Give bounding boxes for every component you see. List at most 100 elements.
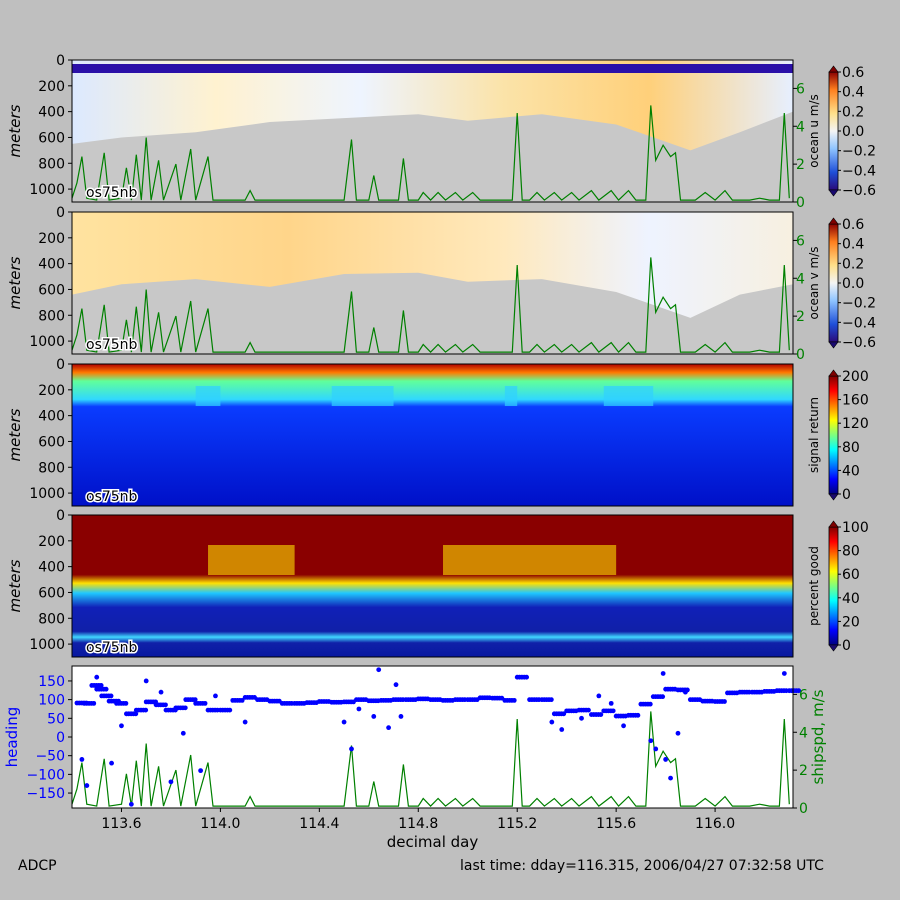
y-tick-label: 600 [38, 585, 65, 601]
y2-tick-label: 6 [796, 233, 805, 249]
colorbar-tick-label: −0.4 [842, 163, 876, 179]
y2-tick-label: 0 [796, 195, 805, 211]
y2-tick-label: 2 [796, 309, 805, 325]
shipspeed-line [71, 711, 790, 807]
panel-percent-good: 02004006008001000metersos75nb10080604020… [6, 508, 869, 658]
y-tick-label: 400 [38, 105, 65, 121]
x-axis-label: decimal day [387, 833, 479, 851]
heading-point [227, 707, 233, 713]
heading-point [341, 719, 347, 725]
y-tick-label: −50 [35, 749, 65, 765]
footer-last-time: last time: dday=116.315, 2006/04/27 07:3… [460, 858, 824, 874]
colorbar [828, 375, 839, 495]
panel-frame [71, 211, 794, 355]
heading-point [549, 719, 555, 725]
heading-point [660, 694, 666, 700]
station-band [331, 386, 394, 406]
heading-point [660, 671, 666, 676]
x-tick-label: 115.6 [596, 816, 636, 832]
colorbar-tick-label: 0 [842, 487, 851, 503]
station-band [195, 386, 221, 406]
heading-point [511, 697, 517, 703]
heading-point [84, 783, 90, 788]
heading-point [98, 683, 104, 688]
instrument-label: os75nb [86, 337, 138, 353]
colorbar-extend-bottom [828, 644, 839, 652]
heading-point [398, 714, 404, 719]
x-tick-label: 114.8 [398, 816, 438, 832]
colorbar-tick-label: −0.2 [842, 144, 876, 160]
y2-axis-label: shipspd, m/s [809, 689, 827, 784]
y-tick-label: 800 [38, 611, 65, 627]
shipspeed-line [71, 257, 790, 353]
colorbar-tick-label: 0.2 [842, 256, 864, 272]
good-transition [208, 545, 295, 575]
y-tick-label: 400 [38, 409, 65, 425]
percent-good-field [72, 515, 793, 657]
colorbar-extend-bottom [828, 493, 839, 501]
heading-point [108, 693, 114, 699]
instrument-label: os75nb [86, 489, 138, 505]
colorbar-tick-label: 0.6 [842, 217, 864, 233]
missing-data-region [72, 272, 793, 354]
y-tick-label: 800 [38, 460, 65, 476]
y2-tick-label: 4 [796, 271, 805, 287]
y2-tick-label: 0 [796, 347, 805, 363]
panel-frame [71, 59, 794, 203]
panel-heading-shipspd: 150 100 50 0 −50 −100 −150 heading 6 4 2 0 shipspd, … [3, 665, 827, 851]
heading-point [610, 708, 616, 714]
heading-point [202, 700, 208, 706]
panel-frame [71, 514, 794, 658]
y-tick-label: 200 [38, 383, 65, 399]
y-tick-label: 0 [56, 357, 65, 373]
colorbar-tick-label: 0 [842, 638, 851, 654]
footer-instrument-label: ADCP [18, 858, 57, 874]
heading-point [621, 723, 626, 729]
colorbar-extend-top [828, 217, 839, 225]
heading-point [561, 711, 567, 717]
good-transition [443, 545, 617, 575]
colorbar-label: ocean v m/s [807, 247, 821, 320]
heading-point [548, 697, 554, 703]
heading-point [376, 667, 382, 673]
heading-point [722, 699, 727, 704]
y-tick-label: 0 [56, 53, 65, 69]
colorbar-tick-label: 0.2 [842, 104, 864, 120]
y-tick-label: 150 [38, 674, 65, 690]
y-tick-label: 200 [38, 231, 65, 247]
y-tick-label: 100 [38, 693, 65, 709]
colorbar-tick-label: 100 [842, 520, 869, 536]
heading-point [143, 707, 149, 713]
heading-point [586, 707, 591, 713]
colorbar-label: percent good [807, 546, 821, 626]
heading-point [143, 678, 149, 684]
colorbar-extend-top [828, 369, 839, 377]
panel-ocean-v: 0 200 400 600 800 1000 meters os75nb 6 4 2 0 0.6 0.4 0… [6, 205, 876, 363]
heading-point [198, 768, 204, 774]
surface-band [72, 64, 793, 73]
x-tick-label: 114.0 [200, 816, 240, 832]
y-tick-label: 600 [38, 434, 65, 450]
heading-point [192, 697, 198, 703]
y-tick-label: 200 [38, 79, 65, 95]
heading-point [653, 746, 659, 752]
y-tick-label: 200 [38, 534, 65, 550]
y2-tick-label: 2 [799, 763, 808, 779]
y2-tick-label: 0 [799, 801, 808, 817]
y-axis-label: heading [3, 707, 21, 768]
y-tick-label: 50 [47, 711, 65, 727]
x-tick-label: 115.2 [497, 816, 537, 832]
colorbar-tick-label: 0.4 [842, 85, 864, 101]
heading-point [647, 701, 653, 707]
heading-point [596, 693, 602, 699]
colorbar [828, 526, 839, 646]
colorbar-tick-label: 0.6 [842, 65, 864, 81]
heading-point [524, 674, 530, 680]
heading-point [796, 688, 802, 694]
y-axis-label: meters [6, 104, 24, 157]
shipspeed-line [71, 105, 790, 201]
colorbar-tick-label: 0.4 [842, 237, 864, 253]
heading-point [386, 725, 391, 731]
y-tick-label: 400 [38, 560, 65, 576]
